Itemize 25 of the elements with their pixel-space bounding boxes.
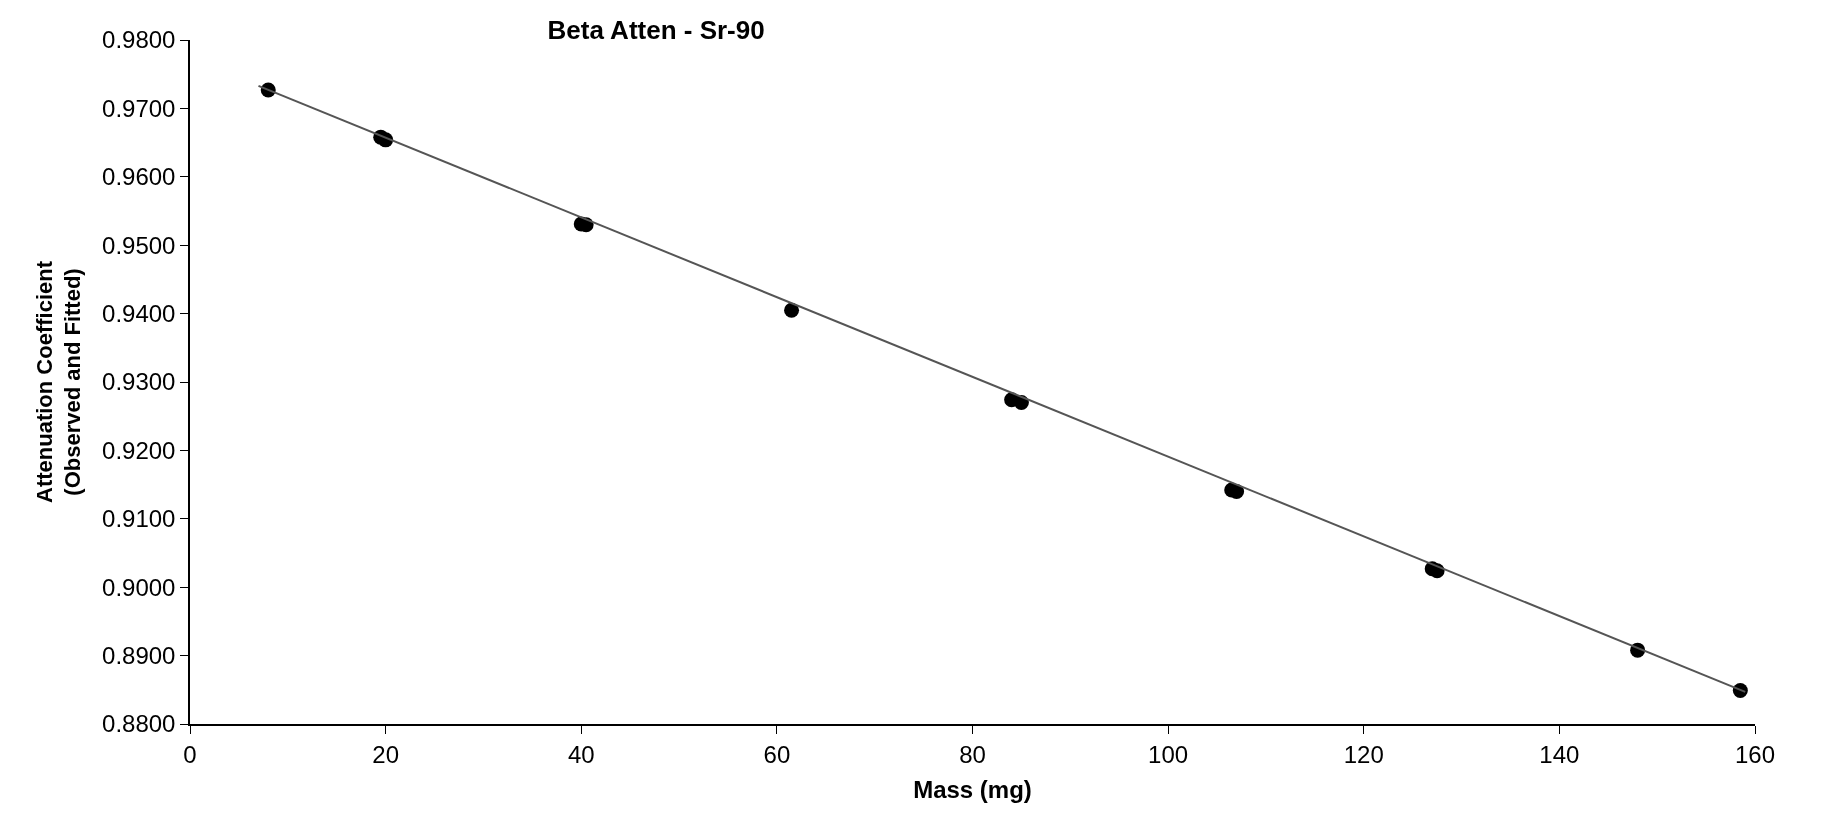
x-tick-label: 140 (1539, 740, 1580, 768)
y-tick-label: 0.9100 (102, 505, 176, 533)
point (784, 302, 800, 318)
x-tick-label: 20 (372, 740, 399, 768)
y-tick-label: 0.8800 (102, 710, 176, 738)
point (1229, 483, 1245, 499)
y-axis-title: Attenuation Coefficient (Observed and Fitted) (31, 260, 86, 503)
chart-title: Beta Atten - Sr-90 (547, 14, 765, 45)
y-tick-label: 0.9800 (102, 26, 176, 54)
y-tick-label: 0.9200 (102, 436, 176, 464)
y-tick-label: 0.9000 (102, 573, 176, 601)
x-tick-label: 120 (1343, 740, 1384, 768)
y-tick-label: 0.9600 (102, 163, 176, 191)
y-tick-label: 0.9500 (102, 231, 176, 259)
y-tick-label: 0.9700 (102, 94, 176, 122)
y-tick-label: 0.9300 (102, 368, 176, 396)
x-axis-title: Mass (mg) (913, 776, 1032, 804)
x-tick-label: 60 (763, 740, 791, 768)
y-tick-label: 0.9400 (102, 300, 176, 327)
x-tick-label: 40 (567, 740, 595, 768)
x-tick-label: 160 (1734, 740, 1776, 768)
x-tick-label: 80 (959, 740, 986, 768)
y-tick-label: 0.8900 (102, 642, 176, 669)
x-tick-label: 0 (183, 740, 197, 768)
x-tick-label: 100 (1148, 740, 1189, 768)
